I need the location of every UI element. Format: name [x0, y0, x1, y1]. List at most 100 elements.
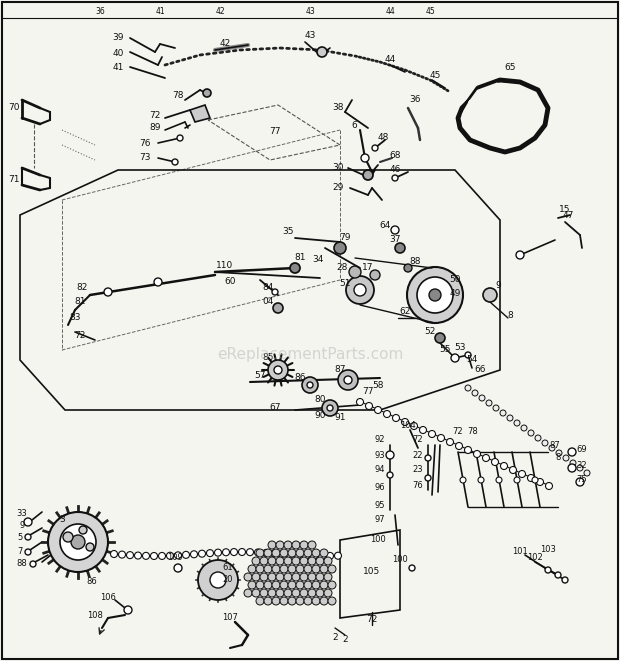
Circle shape	[324, 557, 332, 565]
Text: 41: 41	[112, 63, 123, 73]
Text: 38: 38	[332, 104, 343, 112]
Text: 41: 41	[155, 7, 165, 15]
Circle shape	[312, 597, 320, 605]
Circle shape	[496, 477, 502, 483]
Circle shape	[302, 377, 318, 393]
Text: 8: 8	[556, 453, 560, 463]
Circle shape	[354, 284, 366, 296]
Circle shape	[392, 414, 399, 422]
Circle shape	[272, 565, 280, 573]
Text: 46: 46	[389, 165, 401, 175]
Circle shape	[300, 557, 308, 565]
Text: 81: 81	[74, 297, 86, 307]
Text: 69: 69	[577, 446, 587, 455]
Text: 76: 76	[413, 481, 423, 490]
Text: 29: 29	[332, 184, 343, 192]
Circle shape	[528, 430, 534, 436]
Text: 57: 57	[254, 371, 266, 379]
Text: 36: 36	[95, 7, 105, 15]
Circle shape	[256, 581, 264, 589]
Circle shape	[532, 477, 538, 483]
Text: 72: 72	[366, 615, 378, 625]
Circle shape	[198, 560, 238, 600]
Circle shape	[568, 448, 576, 456]
Circle shape	[349, 266, 361, 278]
Circle shape	[288, 597, 296, 605]
Text: 61: 61	[223, 563, 233, 572]
Text: 17: 17	[362, 264, 374, 272]
Circle shape	[262, 549, 270, 557]
Circle shape	[48, 512, 108, 572]
Circle shape	[284, 557, 292, 565]
Circle shape	[274, 366, 282, 374]
Circle shape	[182, 551, 190, 559]
Circle shape	[284, 589, 292, 597]
Text: 8: 8	[507, 311, 513, 319]
Circle shape	[404, 264, 412, 272]
Circle shape	[391, 226, 399, 234]
Circle shape	[304, 597, 312, 605]
Circle shape	[584, 470, 590, 476]
Circle shape	[465, 352, 471, 358]
Circle shape	[167, 552, 174, 559]
Circle shape	[384, 410, 391, 418]
Circle shape	[374, 407, 381, 414]
Circle shape	[319, 553, 326, 559]
Circle shape	[143, 553, 149, 559]
Circle shape	[248, 581, 256, 589]
Circle shape	[464, 446, 471, 453]
Circle shape	[493, 405, 499, 411]
Circle shape	[545, 567, 551, 573]
Text: 76: 76	[140, 139, 151, 147]
Circle shape	[308, 541, 316, 549]
Circle shape	[429, 289, 441, 301]
Text: 34: 34	[312, 256, 324, 264]
Text: 45: 45	[425, 7, 435, 15]
Text: 72: 72	[453, 428, 463, 436]
Circle shape	[288, 581, 296, 589]
Text: 45: 45	[429, 71, 441, 79]
Circle shape	[563, 455, 569, 461]
Text: 89: 89	[149, 124, 161, 132]
Circle shape	[118, 551, 125, 558]
Text: 44: 44	[384, 56, 396, 65]
Circle shape	[256, 597, 264, 605]
Text: 2: 2	[332, 633, 338, 642]
Circle shape	[264, 581, 272, 589]
Circle shape	[392, 175, 398, 181]
Text: 87: 87	[334, 366, 346, 375]
Text: 54: 54	[466, 356, 477, 364]
Circle shape	[126, 552, 133, 559]
Circle shape	[500, 410, 506, 416]
Text: 86: 86	[294, 373, 306, 383]
Text: 77: 77	[362, 387, 374, 397]
Text: 7: 7	[17, 547, 23, 557]
Text: 109: 109	[167, 553, 183, 563]
Circle shape	[456, 442, 463, 449]
Circle shape	[268, 557, 276, 565]
Circle shape	[576, 478, 584, 486]
Circle shape	[438, 434, 445, 442]
Text: 72: 72	[149, 110, 161, 120]
Circle shape	[25, 534, 31, 540]
Circle shape	[110, 551, 118, 557]
Circle shape	[247, 549, 254, 556]
Text: 15: 15	[559, 206, 571, 215]
Circle shape	[417, 277, 453, 313]
Circle shape	[223, 549, 229, 556]
Circle shape	[292, 573, 300, 581]
Text: 23: 23	[413, 465, 423, 475]
Text: 60: 60	[224, 278, 236, 286]
Circle shape	[239, 549, 246, 555]
Circle shape	[86, 543, 94, 551]
Circle shape	[428, 430, 435, 438]
Circle shape	[276, 541, 284, 549]
Circle shape	[474, 451, 480, 457]
Circle shape	[260, 573, 268, 581]
Text: 77: 77	[269, 128, 281, 137]
Circle shape	[292, 557, 300, 565]
Text: 53: 53	[454, 344, 466, 352]
Circle shape	[366, 403, 373, 410]
Circle shape	[296, 549, 304, 557]
Circle shape	[159, 553, 166, 559]
